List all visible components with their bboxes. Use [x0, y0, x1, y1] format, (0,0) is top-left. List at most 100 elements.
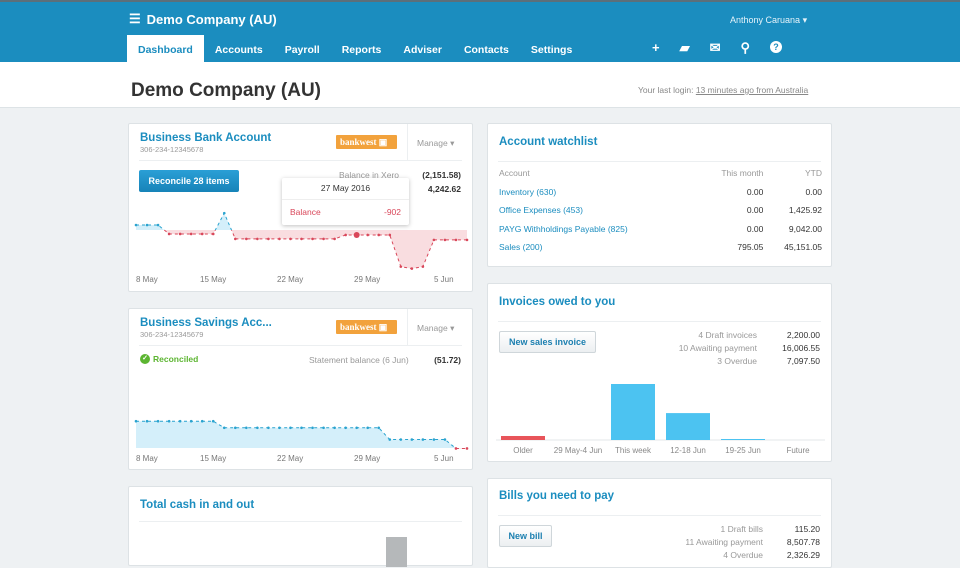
column-header: Account — [499, 168, 530, 179]
summary-label[interactable]: 1 Draft bills — [720, 524, 763, 534]
bills-title[interactable]: Bills you need to pay — [499, 490, 615, 502]
data-point — [222, 426, 226, 430]
data-point — [421, 265, 425, 268]
data-point — [333, 426, 336, 430]
summary-label[interactable]: 4 Overdue — [723, 550, 763, 560]
watchlist-title: Account watchlist — [499, 136, 598, 148]
org-name: Demo Company (AU) — [146, 11, 277, 27]
bank-account-title[interactable]: Business Bank Account — [140, 132, 272, 144]
tab-contacts[interactable]: Contacts — [463, 44, 509, 56]
mail-icon[interactable]: ✉ — [709, 40, 721, 55]
table-row: Inventory (630) 0.00 0.00 — [499, 183, 822, 202]
x-label: 8 May — [136, 454, 158, 463]
search-icon[interactable]: ⚲ — [740, 40, 751, 55]
data-point — [311, 237, 314, 241]
data-point — [156, 223, 160, 227]
manage-dropdown[interactable]: Manage ▾ — [407, 309, 473, 345]
x-label: 15 May — [200, 454, 227, 463]
menu-icon: ☰ — [129, 11, 141, 26]
savings-account-title[interactable]: Business Savings Acc... — [140, 317, 272, 329]
data-point — [234, 237, 237, 241]
data-point — [222, 211, 226, 215]
x-label: 15 May — [200, 275, 227, 284]
account-link[interactable]: Inventory (630) — [499, 186, 557, 197]
table-row: Office Expenses (453) 0.00 1,425.92 — [499, 201, 822, 220]
data-point — [134, 223, 138, 227]
data-point — [410, 267, 414, 270]
data-point — [432, 438, 436, 441]
table-row: Sales (200) 795.05 45,151.05 — [499, 238, 822, 257]
data-point — [178, 419, 182, 423]
x-label: 22 May — [277, 275, 304, 284]
summary-label[interactable]: 4 Draft invoices — [698, 330, 757, 340]
data-point — [443, 238, 447, 242]
tab-dashboard[interactable]: Dashboard — [127, 35, 204, 64]
x-tick-label: 19-25 Jun — [725, 446, 761, 455]
data-point — [178, 232, 182, 236]
data-point — [344, 233, 347, 237]
data-point — [211, 232, 215, 236]
cash-bar — [386, 537, 407, 567]
data-point — [432, 238, 436, 242]
data-point — [399, 438, 403, 441]
data-point — [189, 419, 193, 423]
manage-dropdown[interactable]: Manage ▾ — [407, 124, 473, 160]
tooltip-label: Balance — [290, 207, 321, 217]
x-tick-label: 29 May-4 Jun — [554, 446, 602, 455]
check-icon: ✓ — [140, 354, 150, 364]
data-point — [311, 426, 314, 430]
data-point — [256, 237, 259, 241]
invoices-card: Invoices owed to you New sales invoice 4… — [487, 283, 832, 462]
total-cash-card: Total cash in and out — [128, 486, 473, 567]
statement-label: Statement balance (6 Jun) — [309, 355, 409, 365]
main-nav: Dashboard Accounts Payroll Reports Advis… — [127, 35, 583, 64]
login-link[interactable]: 13 minutes ago from Australia — [695, 85, 809, 95]
data-point — [333, 237, 336, 241]
x-tick-label: Future — [786, 446, 810, 455]
bar-Older — [501, 435, 545, 440]
statement-value: 4,242.62 — [427, 184, 461, 194]
help-icon[interactable]: ? — [770, 41, 783, 53]
summary-label[interactable]: 3 Overdue — [717, 356, 757, 366]
total-cash-title[interactable]: Total cash in and out — [140, 499, 255, 511]
summary-value: 2,200.00 — [786, 330, 820, 340]
positive-area — [136, 213, 467, 230]
tab-reports[interactable]: Reports — [341, 44, 382, 56]
account-number: 306-234-12345679 — [140, 330, 204, 339]
x-tick-label: This week — [615, 446, 652, 455]
tab-settings[interactable]: Settings — [530, 44, 573, 56]
savings-balance-chart — [134, 419, 469, 450]
data-point — [322, 426, 325, 430]
tab-accounts[interactable]: Accounts — [214, 44, 263, 56]
tab-adviser[interactable]: Adviser — [403, 44, 442, 56]
data-point — [443, 438, 447, 441]
last-login: Your last login: 13 minutes ago from Aus… — [638, 85, 808, 95]
invoices-title[interactable]: Invoices owed to you — [499, 296, 616, 308]
new-bill-button[interactable]: New bill — [499, 525, 552, 547]
account-link[interactable]: Office Expenses (453) — [499, 205, 583, 216]
data-point — [410, 438, 414, 441]
summary-value: 16,006.55 — [782, 343, 820, 353]
folder-icon[interactable]: ▰ — [679, 40, 690, 55]
data-point — [289, 426, 292, 430]
data-point — [421, 438, 425, 441]
data-point — [267, 237, 270, 241]
x-tick-label: 12-18 Jun — [670, 446, 706, 455]
summary-label[interactable]: 11 Awaiting payment — [685, 537, 763, 547]
user-menu[interactable]: Anthony Caruana ▾ — [730, 15, 808, 25]
plus-icon[interactable]: + — [652, 40, 660, 55]
org-switcher[interactable]: ☰ Demo Company (AU) — [129, 11, 277, 27]
data-point — [234, 426, 237, 430]
new-sales-invoice-button[interactable]: New sales invoice — [499, 331, 596, 353]
summary-value: 7,097.50 — [786, 356, 820, 366]
account-link[interactable]: PAYG Withholdings Payable (825) — [499, 223, 628, 234]
table-row: PAYG Withholdings Payable (825) 0.00 9,042… — [499, 220, 822, 239]
summary-label[interactable]: 10 Awaiting payment — [678, 343, 757, 353]
data-point — [465, 447, 469, 450]
reconcile-button[interactable]: Reconcile 28 items — [139, 170, 239, 192]
positive-area — [136, 421, 467, 448]
tab-payroll[interactable]: Payroll — [284, 44, 320, 56]
account-link[interactable]: Sales (200) — [499, 242, 543, 253]
x-tick-label: Older — [513, 446, 533, 455]
bankwest-logo: bankwest ▣ — [336, 135, 397, 149]
